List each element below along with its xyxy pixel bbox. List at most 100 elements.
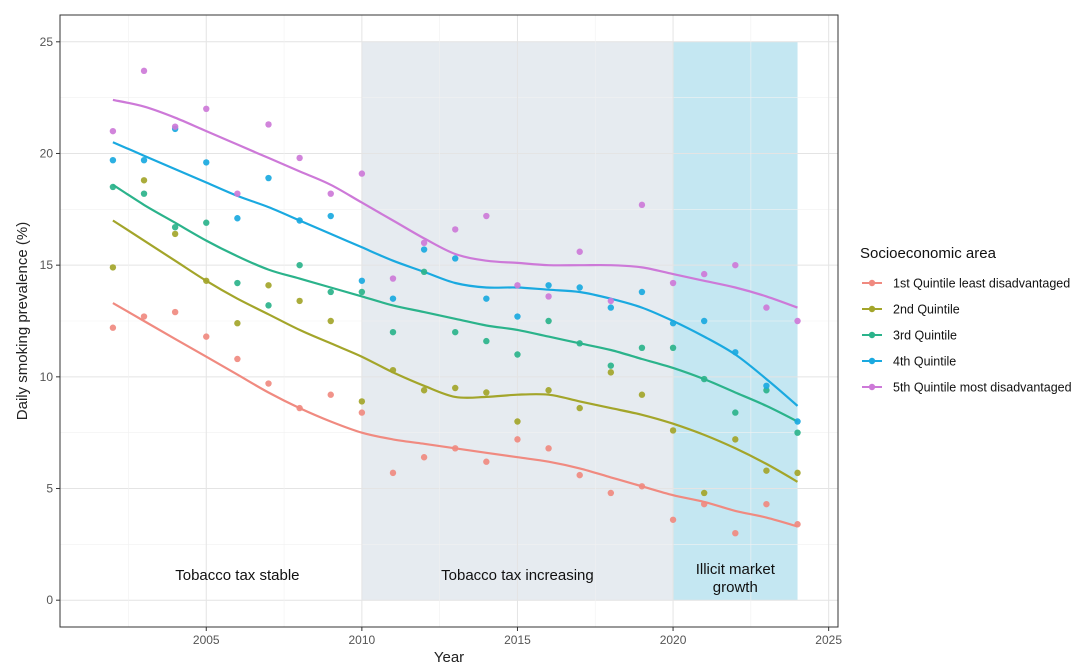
- data-point-s4-2019: [638, 288, 646, 296]
- data-point-s1-2016: [545, 445, 552, 452]
- data-point-s1-2009: [327, 391, 334, 398]
- data-point-s5-2004: [171, 123, 179, 130]
- data-point-s3-2010: [358, 288, 366, 296]
- data-point-s3-2012: [420, 268, 428, 276]
- data-point-s3-2008: [296, 261, 303, 269]
- data-point-s2-2003: [140, 177, 148, 184]
- trend-line-5: [112, 98, 798, 309]
- data-point-s1-2014: [483, 458, 490, 465]
- data-point-s4-2002: [109, 156, 117, 164]
- data-point-s5-2018: [607, 297, 615, 305]
- data-point-s4-2024: [794, 418, 801, 425]
- legend-label-1: 1st Quintile least disadvantaged: [893, 277, 1070, 291]
- legend-items: 1st Quintile least disadvantaged 2nd Quin…: [862, 277, 1072, 395]
- data-point-s1-2023: [763, 500, 770, 508]
- data-point-s1-2010: [358, 409, 366, 416]
- data-point-s5-2017: [576, 248, 583, 255]
- x-tick-label-1: 2010: [349, 633, 376, 647]
- data-point-s3-2022: [732, 409, 739, 416]
- trend-line-4: [112, 141, 799, 407]
- data-point-s5-2010: [358, 170, 366, 177]
- y-tick-label-3: 15: [40, 258, 54, 272]
- data-point-s5-2015: [514, 282, 521, 289]
- data-point-s4-2008: [296, 217, 303, 224]
- data-point-s2-2013: [452, 384, 459, 392]
- data-point-s5-2006: [234, 190, 241, 197]
- data-point-s5-2011: [389, 275, 397, 282]
- data-point-s4-2003: [140, 156, 148, 164]
- data-point-s2-2020: [669, 427, 677, 434]
- region-labels: Tobacco tax stable Tobacco tax increasing…: [175, 561, 775, 596]
- data-point-s2-2009: [327, 317, 334, 325]
- data-point-s1-2022: [732, 529, 739, 537]
- legend-key-point-3: [868, 331, 876, 339]
- trend-line-2: [112, 219, 799, 483]
- region-label-2-line-0: Illicit market: [696, 561, 776, 578]
- legend-key-point-5: [868, 383, 876, 391]
- data-point-s1-2006: [234, 355, 241, 363]
- data-point-s5-2009: [327, 190, 334, 197]
- data-point-s1-2005: [203, 333, 210, 340]
- data-point-s5-2024: [794, 317, 801, 325]
- data-point-s3-2014: [483, 337, 490, 345]
- legend: Socioeconomic area 1st Quintile least di…: [860, 245, 1072, 395]
- trend-line-3: [112, 183, 798, 423]
- data-point-s2-2019: [638, 391, 646, 398]
- data-point-s5-2014: [483, 212, 490, 220]
- data-point-s5-2008: [296, 154, 303, 162]
- data-point-s3-2003: [140, 190, 148, 197]
- x-tick-label-0: 2005: [193, 633, 220, 647]
- data-point-s4-2011: [389, 295, 397, 302]
- y-tick-label-5: 25: [40, 35, 54, 49]
- data-point-s5-2019: [638, 201, 646, 209]
- data-point-s3-2002: [109, 183, 117, 191]
- data-point-s1-2018: [607, 489, 615, 497]
- data-point-s4-2007: [265, 174, 272, 182]
- data-point-s5-2013: [452, 226, 459, 233]
- data-point-s2-2014: [483, 389, 490, 396]
- data-point-s2-2024: [794, 469, 801, 477]
- data-point-s1-2003: [140, 313, 148, 320]
- data-point-s3-2019: [638, 344, 646, 352]
- data-point-s1-2004: [171, 308, 179, 316]
- data-point-s3-2015: [514, 351, 521, 358]
- data-point-s1-2011: [389, 469, 397, 477]
- legend-label-2: 2nd Quintile: [893, 303, 960, 317]
- data-point-s1-2019: [638, 483, 646, 490]
- data-point-s3-2006: [234, 279, 241, 287]
- data-point-s4-2010: [358, 277, 366, 284]
- data-point-s4-2012: [420, 246, 428, 253]
- data-point-s4-2022: [732, 349, 739, 356]
- legend-key-point-2: [868, 305, 876, 313]
- data-point-s5-2005: [203, 105, 210, 113]
- data-point-s1-2024: [794, 521, 801, 528]
- plot-panel-border: [59, 14, 839, 628]
- gridlines: [60, 15, 838, 627]
- data-point-s2-2010: [358, 398, 366, 405]
- data-point-s5-2003: [140, 67, 148, 75]
- x-tick-label-2: 2015: [504, 633, 531, 647]
- y-tick-label-0: 0: [46, 593, 53, 607]
- data-point-s2-2002: [109, 264, 117, 271]
- data-point-s2-2017: [576, 404, 583, 412]
- data-point-s2-2011: [389, 366, 397, 374]
- data-point-s2-2018: [607, 369, 615, 376]
- data-point-s4-2018: [607, 304, 615, 311]
- data-point-s5-2007: [265, 121, 272, 128]
- data-point-s3-2016: [545, 317, 552, 325]
- data-point-s2-2005: [203, 277, 210, 284]
- region-label-0: Tobacco tax stable: [175, 567, 299, 584]
- data-point-s4-2014: [483, 295, 490, 302]
- data-point-s3-2023: [763, 387, 770, 394]
- data-point-s2-2022: [732, 436, 739, 443]
- data-point-s5-2020: [669, 279, 677, 287]
- data-point-s3-2021: [700, 375, 708, 383]
- data-point-s4-2021: [700, 317, 708, 325]
- data-point-s2-2012: [420, 387, 428, 394]
- data-point-s2-2023: [763, 467, 770, 474]
- y-tick-label-4: 20: [40, 146, 54, 160]
- legend-title: Socioeconomic area: [860, 245, 997, 262]
- data-point-s3-2005: [203, 219, 210, 226]
- data-point-s2-2008: [296, 297, 303, 305]
